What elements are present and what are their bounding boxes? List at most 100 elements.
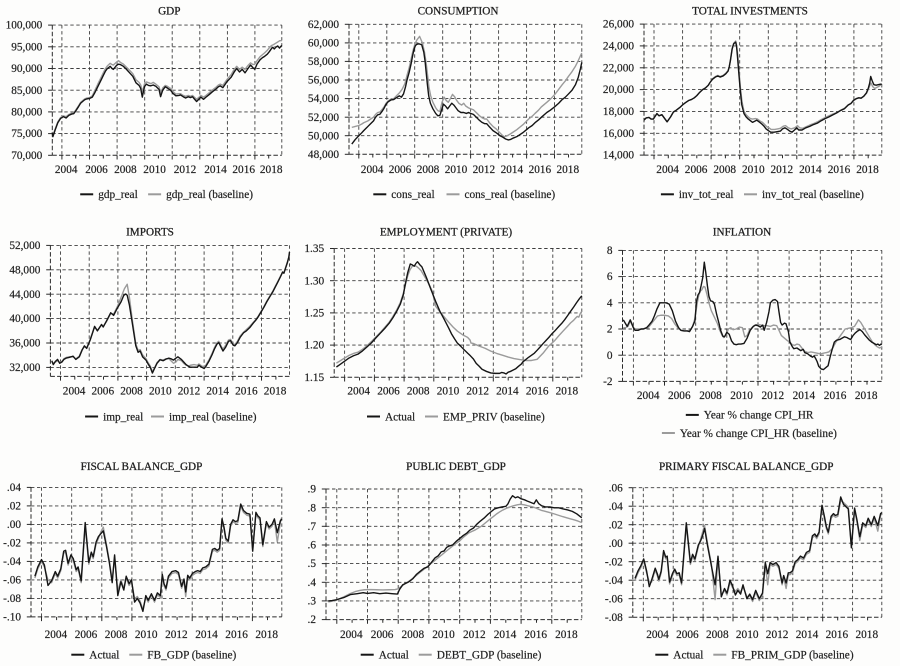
- svg-text:2014: 2014: [799, 164, 822, 176]
- svg-text:2010: 2010: [135, 629, 158, 641]
- svg-text:EMPLOYMENT (PRIVATE): EMPLOYMENT (PRIVATE): [380, 226, 513, 238]
- svg-text:Actual: Actual: [89, 650, 119, 662]
- svg-text:.3: .3: [308, 596, 317, 608]
- svg-text:.02: .02: [609, 519, 623, 531]
- svg-text:2010: 2010: [736, 629, 759, 641]
- svg-text:2016: 2016: [826, 629, 849, 641]
- svg-text:2012: 2012: [165, 629, 188, 641]
- svg-text:2014: 2014: [796, 629, 819, 641]
- svg-text:2006: 2006: [668, 390, 691, 402]
- svg-text:54,000: 54,000: [308, 93, 339, 105]
- svg-text:8: 8: [607, 245, 613, 257]
- svg-text:1.20: 1.20: [304, 340, 324, 352]
- svg-text:2004: 2004: [646, 629, 669, 641]
- svg-text:inv_tot_real: inv_tot_real: [679, 189, 734, 201]
- svg-text:.6: .6: [308, 540, 317, 552]
- svg-text:-.06: -.06: [605, 593, 623, 605]
- svg-text:FB_PRIM_GDP (baseline): FB_PRIM_GDP (baseline): [731, 650, 854, 662]
- svg-text:INFLATION: INFLATION: [713, 226, 771, 238]
- svg-text:60,000: 60,000: [308, 38, 339, 50]
- svg-text:2014: 2014: [496, 385, 519, 397]
- svg-text:FB_GDP (baseline): FB_GDP (baseline): [147, 650, 236, 662]
- svg-text:2008: 2008: [105, 629, 128, 641]
- svg-text:.06: .06: [609, 482, 623, 494]
- svg-text:95,000: 95,000: [11, 41, 42, 53]
- svg-text:-2: -2: [603, 376, 613, 388]
- svg-text:.00: .00: [7, 519, 21, 531]
- svg-text:-.02: -.02: [605, 556, 623, 568]
- svg-text:DEBT_GDP (baseline): DEBT_GDP (baseline): [437, 650, 542, 662]
- svg-text:Actual: Actual: [379, 650, 409, 662]
- svg-text:24,000: 24,000: [603, 41, 634, 53]
- svg-text:2004: 2004: [656, 164, 679, 176]
- svg-text:90,000: 90,000: [11, 63, 42, 75]
- svg-text:80,000: 80,000: [11, 107, 42, 119]
- svg-text:.7: .7: [308, 521, 317, 533]
- svg-text:2010: 2010: [143, 164, 166, 176]
- svg-text:44,000: 44,000: [9, 289, 40, 301]
- svg-text:IMPORTS: IMPORTS: [126, 226, 174, 238]
- svg-text:2016: 2016: [235, 385, 258, 397]
- svg-text:2006: 2006: [377, 385, 400, 397]
- svg-text:0: 0: [607, 350, 613, 362]
- svg-text:.04: .04: [609, 501, 623, 513]
- svg-text:2010: 2010: [432, 629, 455, 641]
- svg-text:-.08: -.08: [3, 593, 21, 605]
- svg-text:75,000: 75,000: [11, 128, 42, 140]
- svg-text:2008: 2008: [713, 164, 736, 176]
- svg-text:2012: 2012: [174, 164, 197, 176]
- svg-text:48,000: 48,000: [308, 149, 339, 161]
- svg-text:-.10: -.10: [3, 612, 21, 624]
- svg-text:cons_real: cons_real: [391, 189, 434, 201]
- svg-text:.4: .4: [308, 577, 317, 589]
- svg-text:Year % change CPI_HR (baseline: Year % change CPI_HR (baseline): [680, 428, 837, 440]
- svg-text:2006: 2006: [389, 164, 412, 176]
- svg-text:22,000: 22,000: [603, 62, 634, 74]
- svg-text:Year % change CPI_HR: Year % change CPI_HR: [704, 410, 814, 422]
- svg-text:imp_real (baseline): imp_real (baseline): [169, 411, 257, 423]
- svg-text:2010: 2010: [445, 164, 468, 176]
- svg-text:52,000: 52,000: [9, 240, 40, 252]
- svg-text:70,000: 70,000: [11, 150, 42, 162]
- svg-text:1.25: 1.25: [304, 308, 324, 320]
- svg-text:TOTAL INVESTMENTS: TOTAL INVESTMENTS: [692, 5, 808, 17]
- svg-text:gdp_real (baseline): gdp_real (baseline): [166, 189, 253, 201]
- svg-text:1.35: 1.35: [304, 243, 324, 255]
- svg-text:58,000: 58,000: [308, 56, 339, 68]
- svg-text:14,000: 14,000: [603, 150, 634, 162]
- svg-text:2012: 2012: [178, 385, 201, 397]
- svg-text:2012: 2012: [463, 629, 486, 641]
- svg-text:40,000: 40,000: [9, 313, 40, 325]
- svg-text:.9: .9: [308, 484, 317, 496]
- svg-text:2018: 2018: [556, 385, 579, 397]
- svg-text:2018: 2018: [855, 390, 878, 402]
- svg-text:20,000: 20,000: [603, 84, 634, 96]
- svg-text:2018: 2018: [557, 164, 580, 176]
- svg-text:2014: 2014: [206, 385, 229, 397]
- svg-text:CONSUMPTION: CONSUMPTION: [418, 5, 499, 17]
- svg-text:2008: 2008: [402, 629, 425, 641]
- svg-text:EMP_PRIV (baseline): EMP_PRIV (baseline): [443, 411, 545, 423]
- svg-text:100,000: 100,000: [6, 20, 43, 32]
- svg-text:2008: 2008: [706, 629, 729, 641]
- svg-text:2010: 2010: [742, 164, 765, 176]
- svg-text:.5: .5: [308, 558, 317, 570]
- svg-text:Actual: Actual: [385, 411, 415, 423]
- svg-text:2: 2: [607, 324, 613, 336]
- svg-text:2010: 2010: [730, 390, 753, 402]
- svg-text:2004: 2004: [347, 385, 370, 397]
- svg-text:1.15: 1.15: [304, 372, 324, 384]
- svg-text:GDP: GDP: [158, 5, 180, 17]
- svg-text:2010: 2010: [437, 385, 460, 397]
- svg-text:2012: 2012: [473, 164, 496, 176]
- svg-text:2012: 2012: [466, 385, 489, 397]
- svg-text:cons_real (baseline): cons_real (baseline): [465, 189, 556, 201]
- svg-text:2016: 2016: [529, 164, 552, 176]
- svg-text:2004: 2004: [45, 629, 68, 641]
- svg-text:2010: 2010: [149, 385, 172, 397]
- svg-text:50,000: 50,000: [308, 130, 339, 142]
- svg-text:2008: 2008: [407, 385, 430, 397]
- svg-text:2014: 2014: [195, 629, 218, 641]
- svg-text:56,000: 56,000: [308, 75, 339, 87]
- svg-text:2006: 2006: [371, 629, 394, 641]
